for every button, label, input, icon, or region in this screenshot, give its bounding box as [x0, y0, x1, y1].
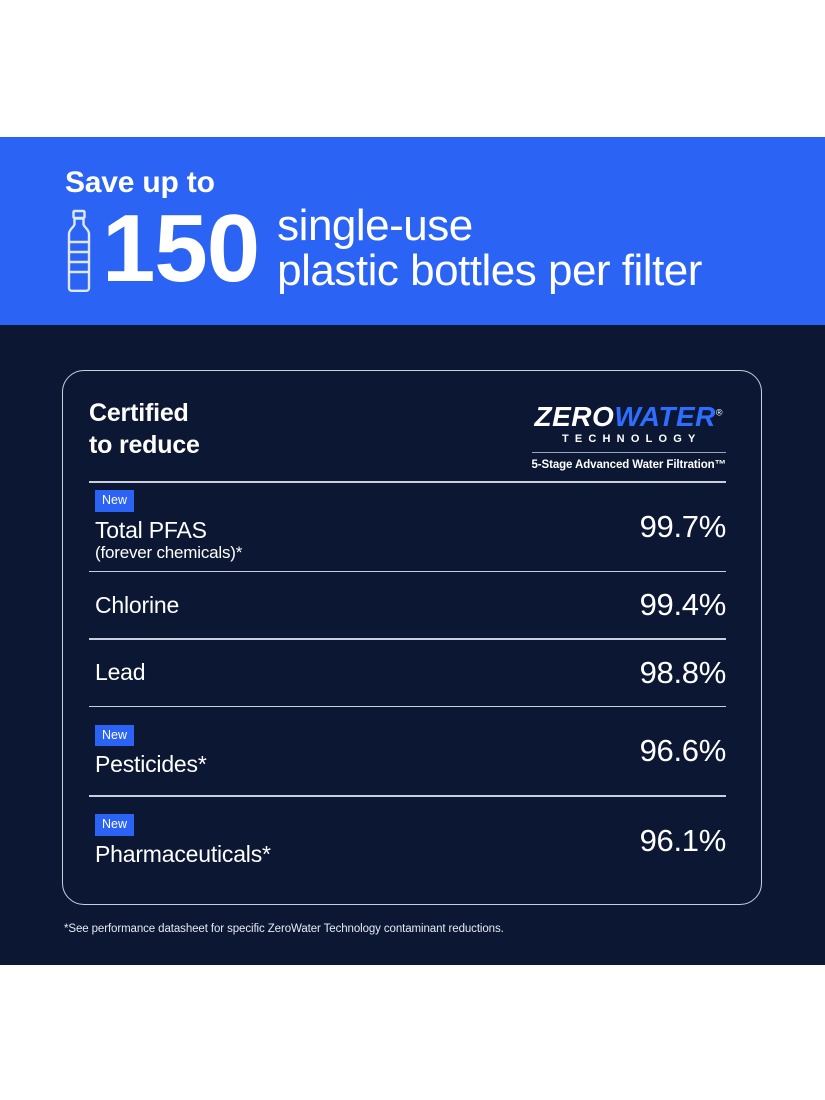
row-left-4: New Pharmaceuticals*	[95, 814, 271, 867]
certified-section: Certified to reduce ZEROWATER® TECHNOLOG…	[0, 325, 825, 965]
table-row: Lead 98.8%	[89, 640, 726, 706]
banner-number: 150	[102, 194, 260, 302]
zerowater-logo: ZEROWATER® TECHNOLOGY 5-Stage Advanced W…	[531, 397, 727, 471]
row-divider	[89, 638, 726, 640]
row-value: 99.4%	[639, 587, 727, 622]
row-divider	[89, 481, 726, 483]
row-label: Total PFAS	[95, 516, 207, 543]
table-row: New Total PFAS (forever chemicals)* 99.7…	[89, 483, 726, 571]
water-bottle-icon	[62, 209, 96, 293]
logo-water-text: WATER	[614, 401, 716, 432]
footnote: *See performance datasheet for specific …	[64, 923, 504, 935]
registered-trademark-icon: ®	[715, 407, 723, 418]
status-badge: New	[95, 490, 135, 512]
row-divider	[89, 705, 726, 707]
row-divider	[89, 795, 726, 797]
banner-headline: 150 single-use plastic bottles per filte…	[62, 194, 825, 302]
banner-save-text: Save up to	[65, 166, 215, 200]
status-badge: New	[95, 814, 135, 836]
bottom-margin	[0, 965, 825, 1100]
savings-banner: Save up to 150 single-use plastic bottle…	[0, 137, 825, 325]
banner-subtext-line1: single-use	[277, 201, 473, 251]
banner-subtext: single-use plastic bottles per filter	[277, 201, 702, 295]
certified-card: Certified to reduce ZEROWATER® TECHNOLOG…	[62, 370, 762, 905]
table-row: Chlorine 99.4%	[89, 572, 726, 638]
logo-zero-text: ZERO	[534, 401, 615, 432]
card-title-line2: to reduce	[89, 431, 200, 459]
row-left-1: Chlorine	[95, 592, 179, 618]
row-sublabel: (forever chemicals)*	[95, 543, 243, 563]
row-left-3: New Pesticides*	[95, 724, 207, 778]
row-label: Chlorine	[95, 591, 180, 618]
table-row: New Pesticides* 96.6%	[89, 707, 726, 795]
row-value: 98.8%	[639, 654, 727, 690]
page-title: Certified to reduce	[89, 397, 200, 461]
table-row: New Pharmaceuticals* 96.1%	[89, 797, 726, 885]
row-value: 96.6%	[639, 733, 727, 768]
row-left-0: New Total PFAS (forever chemicals)*	[95, 490, 242, 562]
row-value: 99.7%	[639, 508, 727, 544]
banner-subtext-line2: plastic bottles per filter	[277, 246, 702, 295]
logo-wordmark: ZEROWATER®	[532, 403, 726, 431]
logo-technology-text: TECHNOLOGY	[561, 433, 702, 445]
card-header: Certified to reduce ZEROWATER® TECHNOLOG…	[89, 397, 726, 481]
row-label: Pesticides*	[95, 751, 207, 778]
row-label: Lead	[95, 659, 146, 686]
top-margin	[0, 0, 825, 137]
logo-divider	[531, 452, 726, 453]
status-badge: New	[95, 724, 135, 747]
card-title-line1: Certified	[89, 399, 189, 427]
row-label: Pharmaceuticals*	[95, 840, 271, 867]
row-value: 96.1%	[639, 822, 727, 858]
logo-tagline: 5-Stage Advanced Water Filtration™	[531, 459, 727, 471]
row-divider	[89, 570, 726, 572]
row-left-2: Lead	[95, 659, 146, 686]
